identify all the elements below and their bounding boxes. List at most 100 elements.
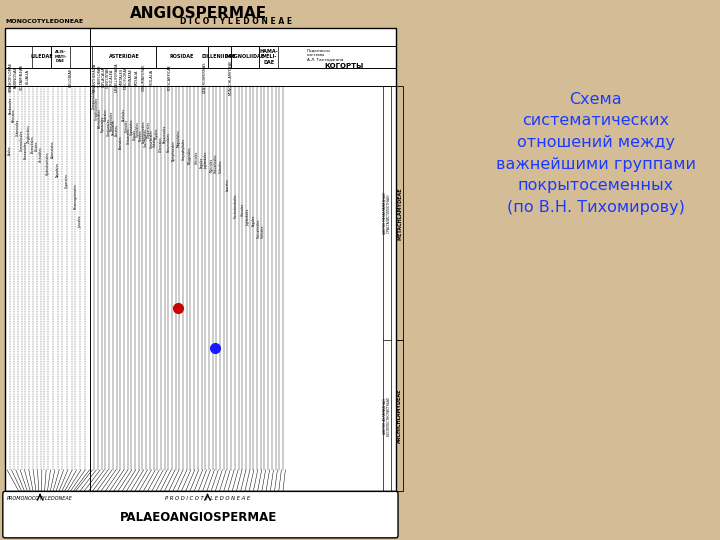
Text: Liliales: Liliales: [35, 140, 39, 151]
Text: Casuarinales: Casuarinales: [214, 154, 218, 173]
Text: ALIS-
MATI-
DAE: ALIS- MATI- DAE: [54, 50, 66, 63]
Bar: [396, 86, 403, 340]
Text: MYRTALES
DISCIFLORAE: MYRTALES DISCIFLORAE: [120, 65, 127, 89]
Text: Juglandales: Juglandales: [204, 151, 209, 168]
Bar: [396, 340, 403, 491]
Text: Rubiales: Rubiales: [104, 108, 107, 121]
FancyBboxPatch shape: [3, 491, 398, 538]
Text: PINNATAE: PINNATAE: [128, 69, 132, 85]
Text: Scrophulariales: Scrophulariales: [95, 97, 99, 120]
Text: Orchidales: Orchidales: [39, 146, 42, 161]
Bar: [92, 46, 156, 68]
Text: Pandanales: Pandanales: [9, 97, 12, 114]
Text: Salicales: Salicales: [219, 159, 222, 173]
Text: Polemoniales: Polemoniales: [98, 108, 102, 128]
Text: ЦВЕТОК МЕТАХЛАМИДНЫЙ
(СРАСТАЛИСТОЛИСТНЫЙ): ЦВЕТОК МЕТАХЛАМИДНЫЙ (СРАСТАЛИСТОЛИСТНЫЙ…: [383, 192, 391, 234]
Text: Ranunculales: Ranunculales: [167, 132, 171, 152]
Text: SCITAMINEAE: SCITAMINEAE: [19, 64, 24, 90]
Text: Fagales: Fagales: [252, 215, 256, 226]
Text: Ericales: Ericales: [115, 124, 119, 136]
Text: FARINOSAE: FARINOSAE: [14, 66, 18, 88]
Text: ERICALEA: ERICALEA: [109, 69, 113, 85]
Text: Plantaginales: Plantaginales: [109, 111, 113, 131]
Bar: [207, 46, 231, 68]
Text: MAGNOLIIDAE: MAGNOLIIDAE: [225, 54, 265, 59]
Text: CENTROSPERMAS: CENTROSPERMAS: [203, 61, 207, 93]
Text: Dilleniales: Dilleniales: [158, 136, 162, 152]
Text: Rutales: Rutales: [133, 129, 137, 140]
Text: Ebenales: Ebenales: [118, 135, 122, 148]
Bar: [32, 46, 51, 68]
Text: SPADICIFLORAE: SPADICIFLORAE: [9, 62, 12, 92]
Bar: [383, 86, 392, 491]
Text: Nymphaeales: Nymphaeales: [171, 140, 176, 161]
Text: PALAEOANGIOSPERMAE: PALAEOANGIOSPERMAE: [120, 511, 276, 524]
Text: HELOBIAE: HELOBIAE: [68, 68, 73, 86]
Text: Campanulales: Campanulales: [92, 87, 96, 109]
Text: DIPLACALIA
CONTORTAE: DIPLACALIA CONTORTAE: [102, 66, 109, 87]
Text: PROMONOCOTYLEDONEAE: PROMONOCOTYLEDONEAE: [7, 496, 73, 502]
Text: Commelinales: Commelinales: [19, 130, 24, 151]
Text: COLUMNIFERAE: COLUMNIFERAE: [141, 63, 145, 91]
Text: P R O D I C O T Y L E D O N E A E: P R O D I C O T Y L E D O N E A E: [165, 496, 250, 502]
Text: LILIALIA: LILIALIA: [25, 70, 30, 84]
Text: METACHLAMYDEAE: METACHLAMYDEAE: [397, 187, 402, 240]
Text: Salicales: Salicales: [261, 224, 265, 238]
Bar: [259, 46, 278, 68]
Text: Potamogetonales: Potamogetonales: [73, 184, 78, 210]
Text: Primulales: Primulales: [112, 119, 116, 134]
Text: Cornales: Cornales: [125, 119, 128, 132]
Text: Hydrocharitales: Hydrocharitales: [46, 151, 50, 175]
Text: Fagales: Fagales: [200, 157, 204, 168]
Text: Magnoliales: Magnoliales: [176, 130, 180, 147]
Text: UMBELLIFERALIA: UMBELLIFERALIA: [115, 62, 119, 92]
Text: Cucurbitales: Cucurbitales: [150, 130, 154, 148]
Text: Gentianales: Gentianales: [107, 118, 110, 136]
Text: Myricales: Myricales: [210, 158, 213, 172]
Text: TUBIIFLORAE: TUBIIFLORAE: [98, 66, 102, 88]
Text: Juglandales: Juglandales: [246, 209, 251, 226]
Text: Najadales: Najadales: [55, 162, 60, 177]
Text: Capparales: Capparales: [147, 122, 151, 138]
Text: ROSALIA: ROSALIA: [135, 69, 139, 85]
Text: Trochodendrales: Trochodendrales: [234, 194, 238, 219]
Bar: [156, 46, 207, 68]
Text: Подклассы
системы
А.Л. Тахтаджяна: Подклассы системы А.Л. Тахтаджяна: [307, 49, 343, 61]
Text: Arales: Arales: [9, 146, 12, 156]
Text: LILEDAE: LILEDAE: [30, 54, 53, 59]
Text: Palmales: Palmales: [12, 108, 16, 122]
Text: ARCHICHLAMYDEAE: ARCHICHLAMYDEAE: [397, 389, 402, 443]
Text: Zingiberales: Zingiberales: [27, 124, 31, 143]
Text: Eriocaulales: Eriocaulales: [24, 140, 27, 159]
Text: HAMA-
MELI-
DAE: HAMA- MELI- DAE: [259, 49, 278, 65]
Text: Thyales: Thyales: [156, 129, 160, 140]
Text: Santalales: Santalales: [135, 122, 140, 137]
Bar: [231, 46, 259, 68]
Text: ANGIOSPERMAE: ANGIOSPERMAE: [130, 6, 266, 21]
Text: D I C O T Y L E D O N E A E: D I C O T Y L E D O N E A E: [180, 17, 292, 26]
Text: Dipsacales: Dipsacales: [101, 116, 105, 132]
Text: Схема
систематических
отношений между
важнейшими группами
покрытосеменных
(по В.: Схема систематических отношений между ва…: [496, 92, 696, 215]
Text: Celastrales: Celastrales: [127, 127, 131, 144]
Text: Bromeliales: Bromeliales: [31, 135, 35, 153]
Text: POLYCARPICAE: POLYCARPICAE: [168, 64, 172, 90]
Text: Rosales: Rosales: [138, 130, 143, 141]
Text: VIOLALIA: VIOLALIA: [150, 69, 154, 85]
Text: Caryophyllales: Caryophyllales: [182, 138, 186, 160]
Text: MONOCHLAMYDEAE: MONOCHLAMYDEAE: [229, 59, 233, 94]
Text: Urticales: Urticales: [241, 202, 245, 216]
Text: Saxifragales: Saxifragales: [144, 129, 148, 147]
Text: Laurales: Laurales: [225, 178, 229, 191]
Text: Urticales: Urticales: [195, 151, 199, 165]
Text: Violales: Violales: [153, 135, 157, 147]
Text: MONOCOTYLEDONEAE: MONOCOTYLEDONEAE: [6, 19, 84, 24]
Text: DILLENIIDAE: DILLENIIDAE: [202, 54, 237, 59]
Text: Juncales: Juncales: [78, 216, 82, 228]
Text: Leguminosales: Leguminosales: [141, 120, 145, 143]
Text: Papaverales: Papaverales: [163, 124, 167, 143]
Text: Alismatales: Alismatales: [51, 140, 55, 158]
Text: Cyperales: Cyperales: [65, 173, 69, 188]
Bar: [5, 28, 396, 491]
Text: Gräminales: Gräminales: [16, 119, 20, 136]
Text: Araliales: Araliales: [122, 108, 125, 121]
